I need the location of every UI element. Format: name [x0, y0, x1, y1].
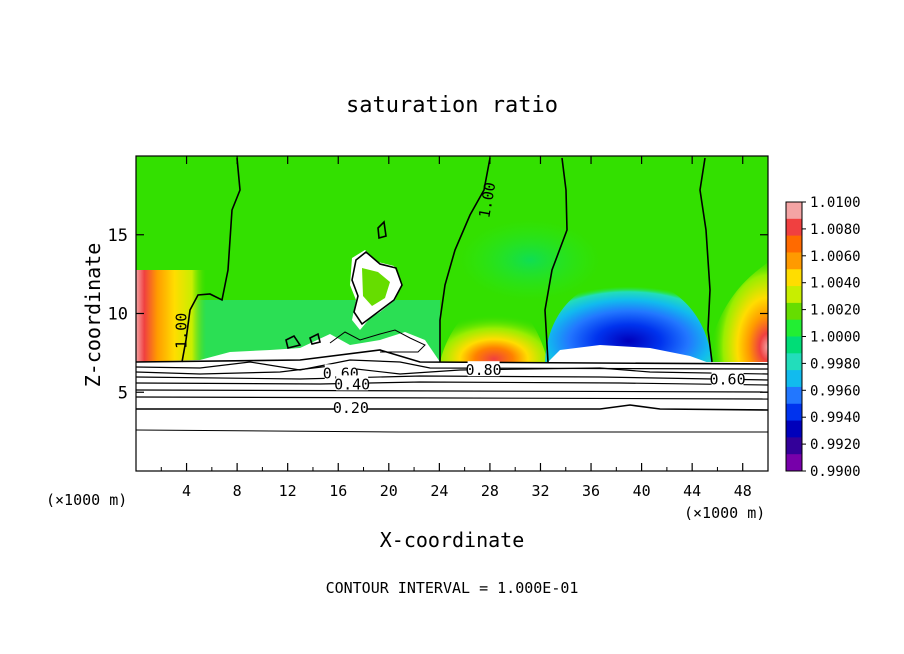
x-tick-label: 20	[380, 482, 398, 500]
colorbar-swatch	[786, 353, 802, 371]
contour-label: 0.40	[334, 375, 370, 393]
strata-1	[136, 349, 768, 365]
contour-label: 1.00	[475, 181, 499, 220]
contour-small-b	[285, 334, 302, 349]
strata-3	[136, 365, 768, 375]
contour-1.00-right	[699, 157, 713, 363]
contour-plume	[351, 250, 403, 326]
x-tick-label: 24	[430, 482, 448, 500]
contour-label-text: 0.60	[709, 371, 745, 389]
contour-labels: 1.001.000.600.400.200.800.60	[173, 181, 746, 417]
contour-small-a	[377, 220, 387, 240]
contour-label-text: 0.40	[334, 375, 370, 393]
x-tick-label: 8	[233, 482, 242, 500]
dry-region	[136, 332, 768, 471]
colorbar-swatch	[786, 252, 802, 270]
colorbar-tick-label: 0.9940	[810, 410, 861, 426]
y-axis-label: Z-coordinate	[81, 243, 105, 388]
x-tick-label: 40	[633, 482, 651, 500]
colorbar-swatch	[786, 370, 802, 388]
strata-10	[329, 329, 426, 353]
field-left-warm	[136, 270, 206, 362]
plume-core	[362, 268, 390, 306]
colorbar-swatch	[786, 218, 802, 237]
strata-6	[136, 389, 768, 393]
contour-label: 0.20	[333, 399, 369, 417]
field-patch	[460, 220, 600, 300]
x-tick-label: 48	[734, 482, 752, 500]
colorbar-tick-label: 0.9900	[810, 464, 861, 480]
colorbar-tick-label: 1.0100	[810, 195, 861, 211]
contour-label-text: 1.00	[475, 181, 499, 220]
contour-1.00-mid	[439, 157, 491, 362]
x-tick-label: 32	[531, 482, 549, 500]
colorbar-swatch	[786, 403, 802, 422]
contour-label-bg	[467, 361, 500, 377]
contour-label-bg	[336, 375, 369, 391]
field-blue-zone	[545, 278, 712, 362]
plot-area: 1.001.000.600.400.200.800.60	[136, 156, 768, 471]
colorbar-swatch	[786, 202, 802, 220]
contour-1.00-left	[181, 157, 241, 363]
x-tick-label: 4	[182, 482, 191, 500]
contour-label: 1.00	[173, 313, 191, 349]
colorbar-tick-label: 1.0020	[810, 303, 861, 319]
chart-title: saturation ratio	[346, 93, 558, 118]
contour-lines	[181, 157, 713, 363]
colorbar-swatch	[786, 269, 802, 287]
contour-label: 0.60	[709, 370, 746, 389]
contour-1.00-right-of-mid	[544, 157, 568, 363]
colorbar-tick-label: 1.0080	[810, 222, 861, 238]
colorbar-tick-label: 0.9980	[810, 356, 861, 372]
colorbar-swatch	[786, 454, 802, 472]
x-unit-right: (×1000 m)	[684, 504, 765, 522]
contour-label-bg	[711, 370, 744, 386]
strata-4	[136, 375, 768, 381]
colorbar-swatch	[786, 420, 802, 438]
x-axis-label: X-coordinate	[380, 528, 525, 552]
colorbar-tick-label: 1.0060	[810, 249, 861, 265]
y-tick-label: 5	[118, 383, 128, 403]
y-tick-label: 10	[108, 305, 128, 325]
colorbar-tick-label: 0.9920	[810, 437, 861, 453]
colorbar-swatch	[786, 336, 802, 354]
x-tick-label: 12	[279, 482, 297, 500]
contour-label-bg	[334, 399, 367, 414]
x-tick-label: 44	[683, 482, 701, 500]
colorbar-tick-label: 0.9960	[810, 383, 861, 399]
x-tick-label: 36	[582, 482, 600, 500]
strata-7	[136, 396, 768, 400]
strata-5	[136, 381, 768, 386]
y-tick-label: 15	[108, 226, 128, 246]
colorbar-tick-label: 1.0000	[810, 330, 861, 346]
contour-label-text: 0.20	[333, 399, 369, 417]
contour-label-text: 0.80	[466, 361, 502, 379]
contour-small-c	[309, 332, 321, 345]
colorbar: 1.0100 1.0080 1.0060 1.0040 1.0020 1.0000 0.99…	[785, 195, 861, 480]
x-tick-label: 28	[481, 482, 499, 500]
colorbar-swatch	[786, 386, 802, 405]
strata-9	[136, 429, 768, 433]
contour-label-text: 1.00	[173, 313, 191, 349]
field-right-warm	[706, 262, 768, 362]
colorbar-swatch	[786, 286, 802, 304]
strata-8	[136, 404, 768, 411]
colorbar-tick-label: 1.0040	[810, 276, 861, 292]
colorbar-swatch	[786, 302, 802, 321]
contour-interval-note: CONTOUR INTERVAL = 1.000E-01	[326, 579, 579, 597]
x-unit-left: (×1000 m)	[46, 491, 127, 509]
x-tick-label: 16	[329, 482, 347, 500]
colorbar-swatch	[786, 319, 802, 337]
contour-label: 0.80	[466, 361, 502, 379]
colorbar-swatch	[786, 235, 802, 253]
field-mid-warm	[440, 299, 548, 362]
colorbar-swatch	[786, 437, 802, 455]
